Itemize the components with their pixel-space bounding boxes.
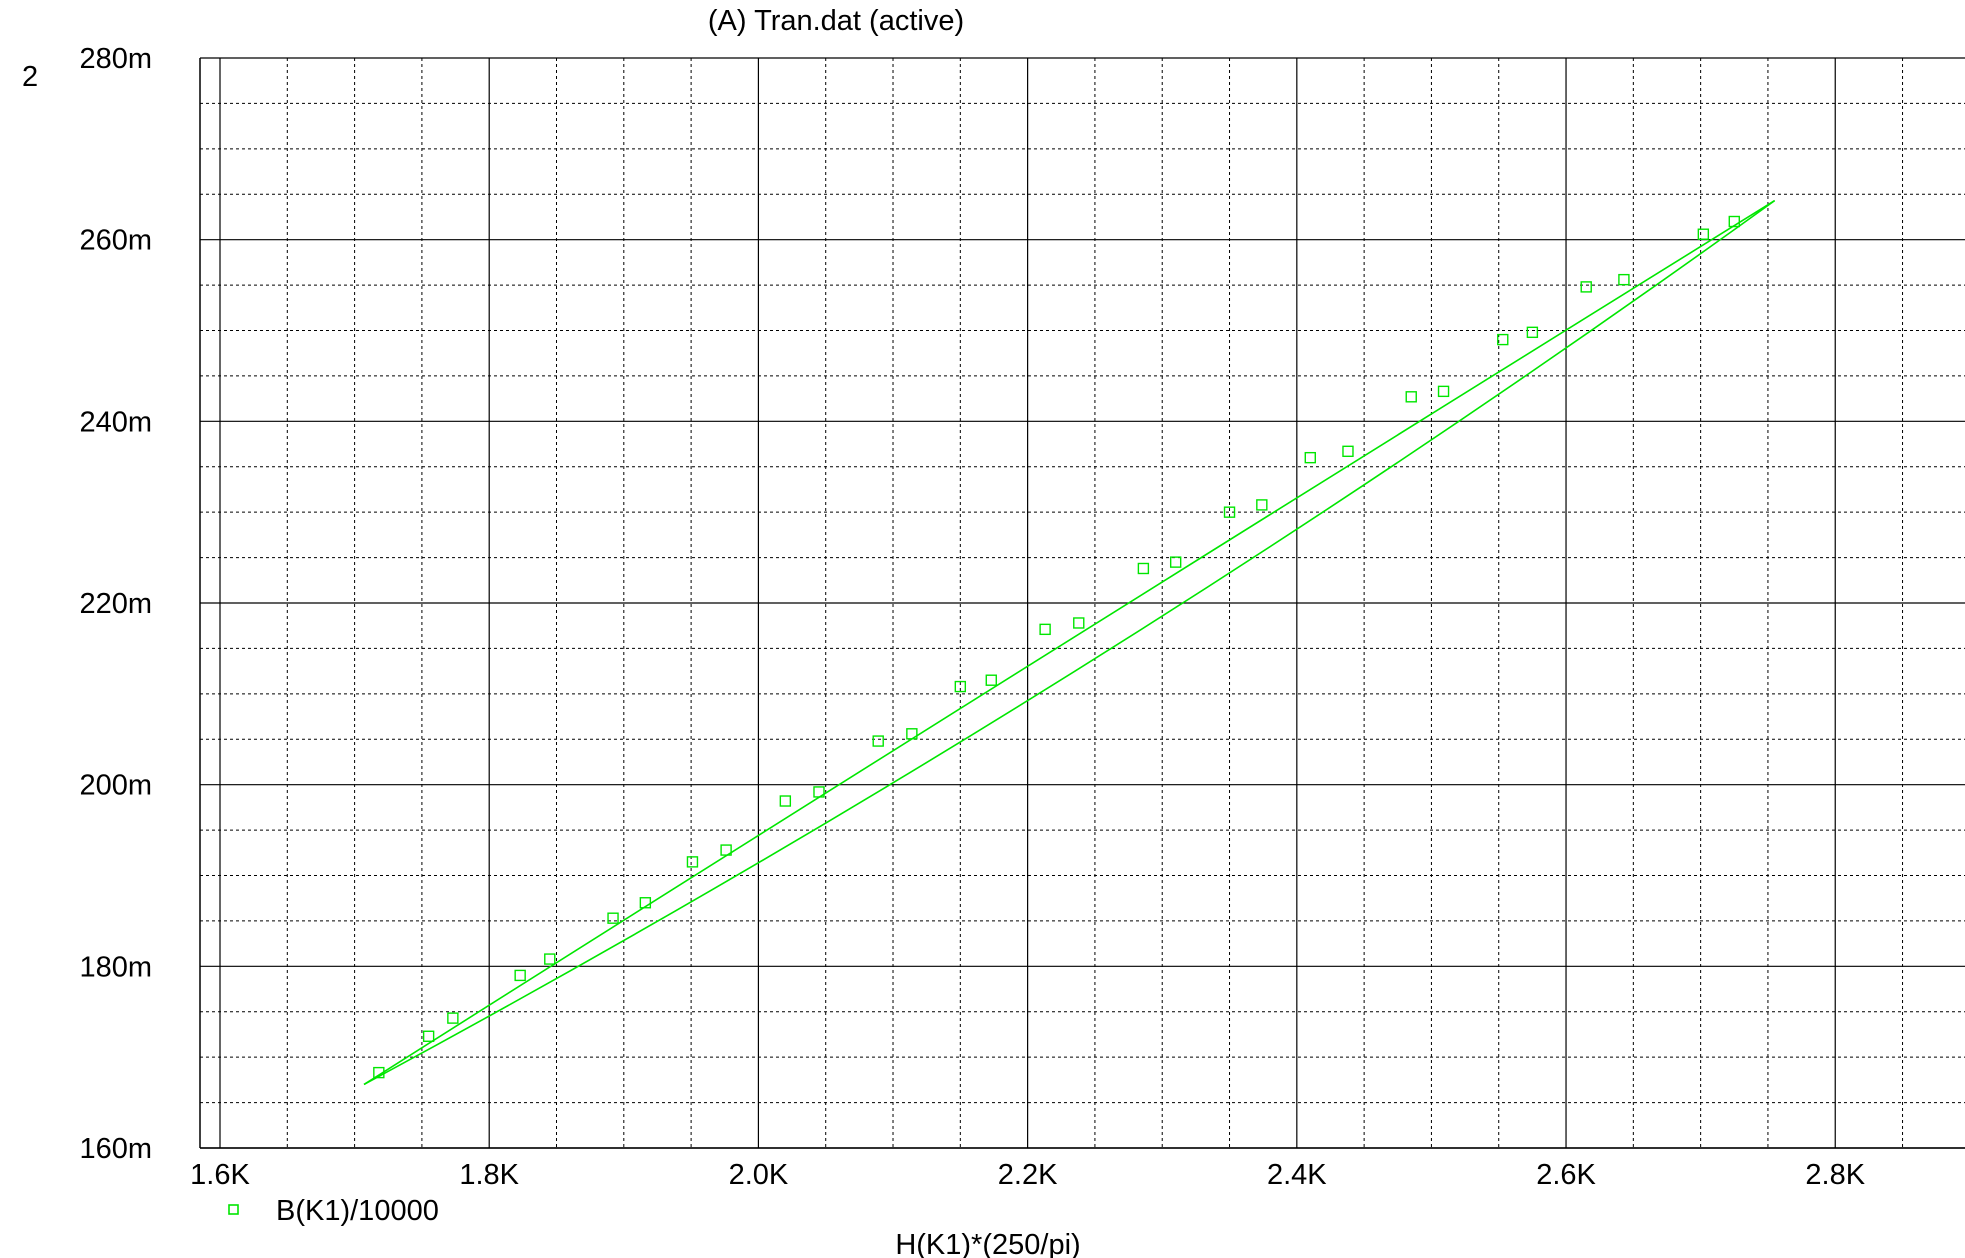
x-tick-label: 2.0K	[729, 1159, 789, 1191]
data-point-marker	[1697, 228, 1710, 240]
x-tick-label: 1.6K	[190, 1159, 250, 1191]
data-point-marker	[1137, 562, 1150, 575]
y-tick-label: 260m	[79, 225, 152, 257]
axes	[199, 58, 1965, 1149]
data-point-marker	[813, 786, 825, 798]
data-point-marker	[1256, 499, 1268, 511]
data-point-marker	[1342, 445, 1354, 458]
x-axis-label: H(K1)*(250/pi)	[895, 1229, 1080, 1258]
data-point-marker	[954, 680, 967, 693]
data-point-marker	[1526, 326, 1539, 339]
data-point-marker	[1073, 617, 1085, 629]
data-point-marker	[985, 674, 997, 686]
series-line-branch-2	[363, 199, 1776, 1086]
data-point-marker	[514, 969, 526, 982]
x-tick-labels: 1.6K 1.8K 2.0K 2.2K 2.4K 2.6K 2.8K	[190, 1159, 1866, 1191]
y-tick-label: 280m	[79, 43, 152, 75]
data-point-marker	[1405, 391, 1417, 403]
series-line-branch-1	[363, 199, 1776, 1086]
data-point-marker	[906, 728, 918, 740]
y-tick-labels: 160m 180m 200m 220m 240m 260m 280m	[79, 43, 152, 1165]
plot-number: 2	[22, 61, 38, 93]
data-point-marker	[720, 844, 732, 856]
chart-title: (A) Tran.dat (active)	[708, 5, 964, 37]
data-point-marker	[1223, 506, 1236, 518]
grid	[200, 57, 1965, 1149]
data-point-marker	[1580, 281, 1592, 293]
y-tick-label: 240m	[79, 406, 152, 438]
legend-marker	[228, 1204, 239, 1215]
data-point-marker	[1437, 385, 1450, 398]
series-b-k1	[363, 199, 1776, 1086]
x-tick-label: 1.8K	[459, 1159, 519, 1191]
data-point-marker	[1618, 273, 1630, 286]
data-point-marker	[607, 912, 619, 924]
legend-label: B(K1)/10000	[276, 1195, 439, 1227]
data-point-marker	[1728, 215, 1740, 228]
data-point-marker	[639, 897, 652, 909]
y-tick-label: 180m	[79, 951, 152, 983]
x-tick-label: 2.4K	[1267, 1159, 1327, 1191]
data-point-marker	[872, 735, 884, 747]
data-point-marker	[779, 795, 792, 807]
x-tick-label: 2.6K	[1536, 1159, 1596, 1191]
x-tick-label: 2.2K	[998, 1159, 1058, 1191]
data-point-marker	[373, 1066, 385, 1079]
y-tick-label: 200m	[79, 770, 152, 802]
data-point-marker	[1039, 623, 1051, 636]
legend: B(K1)/10000	[228, 1195, 439, 1227]
data-point-marker	[686, 856, 699, 868]
data-point-marker	[422, 1030, 435, 1042]
data-point-marker	[1169, 556, 1182, 568]
data-point-marker	[544, 953, 556, 965]
data-point-marker	[1304, 451, 1316, 464]
data-point-marker	[447, 1012, 459, 1024]
x-tick-label: 2.8K	[1805, 1159, 1865, 1191]
data-point-marker	[1497, 333, 1509, 346]
y-tick-label: 220m	[79, 588, 152, 620]
y-tick-label: 160m	[79, 1133, 152, 1165]
